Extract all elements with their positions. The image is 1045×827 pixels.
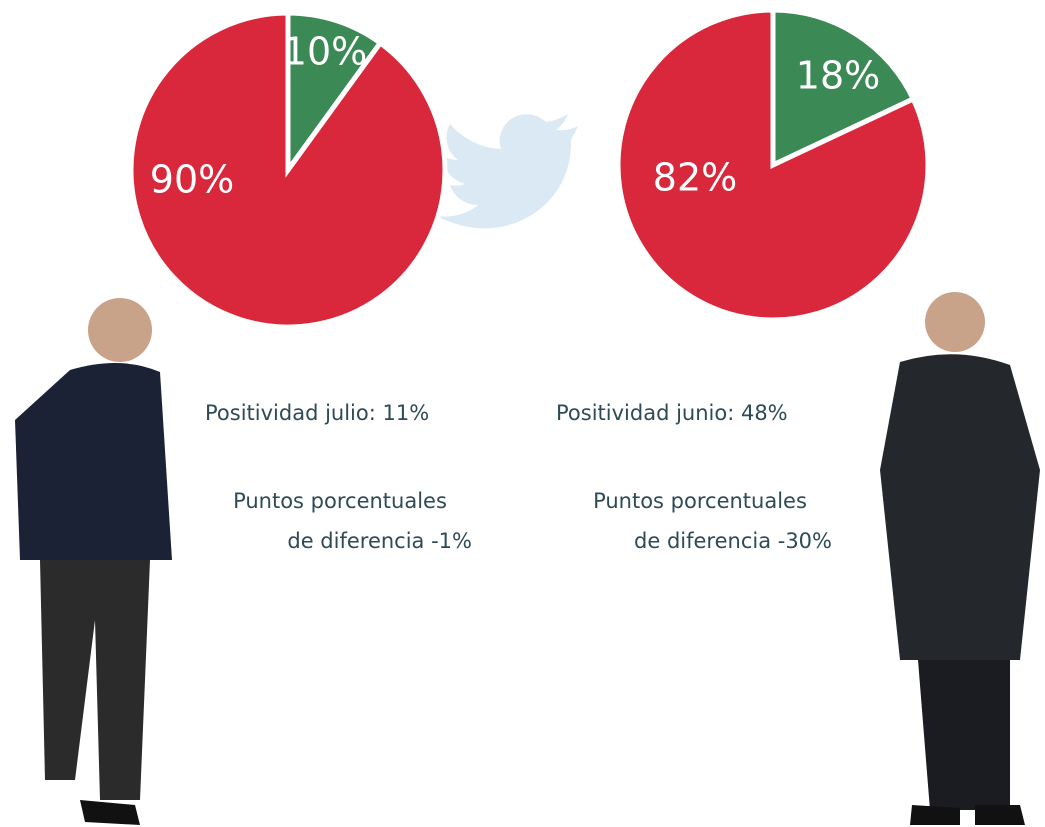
slice-label: 18% [796,54,880,98]
person-right [880,292,1040,825]
slice-label: 82% [653,156,737,200]
positivity-note: Positividad junio: 48% [556,401,788,425]
person-left [15,298,172,825]
page: {"chart_data": [ {"type": "pie", "values… [0,0,1045,827]
charts: 10% 90% Positividad julio: 11% Puntos porce… [131,10,928,553]
difference-note: Puntos porcentuales [593,489,807,513]
positivity-note: Positividad julio: 11% [205,401,429,425]
difference-note: de diferencia -1% [287,529,472,553]
infographic: 10% 90% Positividad julio: 11% Puntos porce… [0,0,1045,827]
difference-note: de diferencia -30% [634,529,832,553]
slice-label: 10% [283,30,367,74]
slice-label: 90% [150,158,234,202]
difference-note: Puntos porcentuales [233,489,447,513]
twitter-bird [437,114,578,228]
